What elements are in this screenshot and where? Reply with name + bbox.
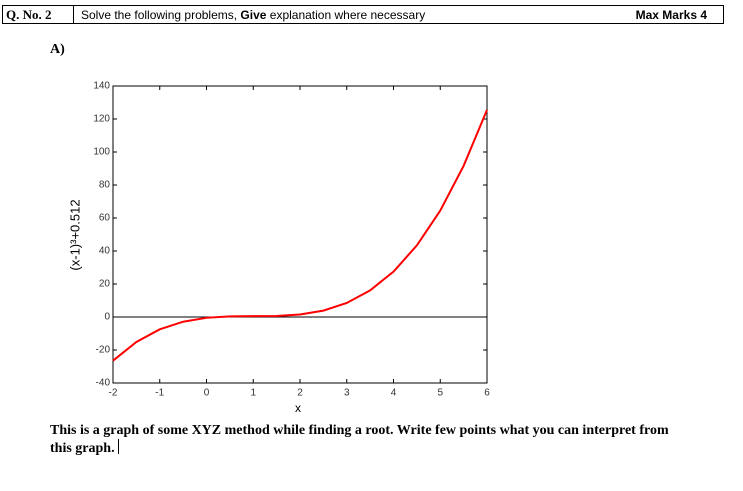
part-label: A) <box>50 42 65 57</box>
plot-frame <box>112 85 488 384</box>
y-tick-label: 60 <box>99 213 111 224</box>
y-tick-label: 140 <box>93 81 110 92</box>
y-tick-label: 80 <box>99 180 111 191</box>
instruction-text: Solve the following problems, <box>81 8 241 22</box>
caption: This is a graph of some XYZ method while… <box>50 423 690 457</box>
y-tick-label: 0 <box>104 312 110 323</box>
x-tick-label: 5 <box>437 388 443 399</box>
x-tick-label: -1 <box>155 388 164 399</box>
y-tick-label: 40 <box>99 246 111 257</box>
y-tick-label: 120 <box>93 114 110 125</box>
y-tick-label: -20 <box>96 345 111 356</box>
y-axis-label: (x-1)³+0.512 <box>67 199 82 270</box>
chart: x (x-1)³+0.512 -40-20020406080100120140-… <box>67 81 490 416</box>
curve <box>112 109 488 362</box>
y-tick-label: 20 <box>99 279 111 290</box>
instruction-text: explanation where necessary <box>266 8 426 22</box>
x-tick-label: 1 <box>250 388 256 399</box>
cell-divider <box>73 5 74 24</box>
x-tick-label: 2 <box>297 388 303 399</box>
question-number: Q. No. 2 <box>6 7 52 22</box>
caption-text: This is a graph of some XYZ method while… <box>50 423 669 456</box>
text-cursor <box>117 439 119 454</box>
instruction: Solve the following problems, Give expla… <box>81 8 425 22</box>
instruction-bold: Give <box>240 8 267 22</box>
x-tick-label: -2 <box>109 388 118 399</box>
y-tick-label: -40 <box>96 378 111 389</box>
x-tick-label: 0 <box>204 388 210 399</box>
x-tick-label: 6 <box>484 388 490 399</box>
x-axis-label: x <box>295 401 301 415</box>
header-row: Q. No. 2 Solve the following problems, G… <box>2 5 724 24</box>
y-tick-label: 100 <box>93 147 110 158</box>
x-tick-label: 3 <box>344 388 350 399</box>
x-tick-label: 4 <box>391 388 397 399</box>
max-marks: Max Marks 4 <box>635 8 707 22</box>
